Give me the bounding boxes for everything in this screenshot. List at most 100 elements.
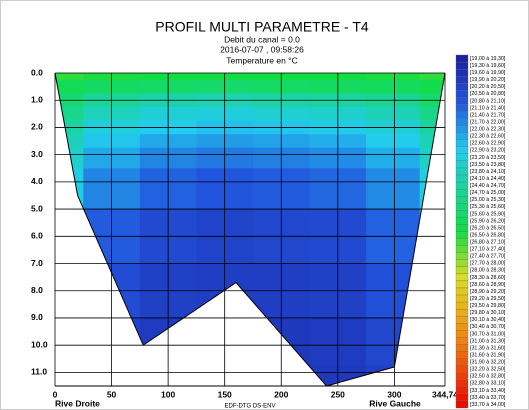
y-tick-label: 3.0	[31, 149, 43, 159]
legend-swatch	[455, 61, 469, 70]
legend-label: [33,10 à 33,40]	[470, 388, 506, 394]
legend-swatch	[455, 118, 469, 126]
legend-label: [30,70 à 31,00]	[470, 331, 506, 337]
legend-label: [21,70 à 22,00]	[470, 119, 506, 125]
y-tick-label: 9.0	[31, 312, 43, 322]
contour-cell	[366, 134, 421, 149]
contour-cell	[366, 79, 421, 94]
x-tick-label: 200	[274, 389, 288, 399]
contour-cell	[366, 73, 421, 81]
legend-label: [25,90 à 26,20]	[470, 218, 506, 224]
x-label-left: Rive Droite	[55, 398, 100, 408]
subtitle: Temperature en °C	[226, 55, 297, 65]
legend-label: [23,50 à 23,80]	[470, 162, 506, 168]
legend-label: [23,80 à 24,10]	[470, 169, 506, 175]
y-tick-label: 10.0	[31, 339, 48, 349]
legend-label: [20,20 à 20,50]	[470, 84, 506, 90]
legend-label: [29,20 à 29,50]	[470, 296, 506, 302]
legend-swatch	[455, 83, 469, 91]
legend-label: [31,00 à 31,30]	[470, 338, 506, 344]
legend-label: [19,60 à 19,90]	[470, 70, 506, 76]
legend-label: [28,90 à 29,20]	[470, 289, 506, 295]
legend-label: [27,10 à 27,40]	[470, 247, 506, 253]
contour-cell	[419, 79, 445, 94]
legend-label: [26,80 à 27,10]	[470, 239, 506, 245]
legend-label: [19,90 à 20,20]	[470, 77, 506, 83]
legend-label: [22,90 à 23,20]	[470, 148, 506, 154]
legend-label: [27,40 à 27,70]	[470, 254, 506, 260]
legend-label: [31,30 à 31,60]	[470, 345, 506, 351]
legend-swatch	[455, 280, 469, 289]
legend-swatch	[455, 68, 469, 77]
legend-swatch	[455, 386, 469, 395]
y-tick-label: 11.0	[31, 367, 47, 377]
y-tick-label: 8.0	[31, 285, 43, 295]
legend-swatch	[455, 351, 469, 359]
legend-swatch	[455, 344, 469, 352]
y-tick-label: 2.0	[31, 122, 43, 132]
chart-title: PROFIL MULTI PARAMETRE - T4	[155, 19, 369, 35]
contour-cell	[366, 168, 421, 210]
legend-label: [30,40 à 30,70]	[470, 324, 506, 330]
legend-swatch	[455, 153, 469, 162]
x-tick-label: 344,74	[432, 389, 458, 399]
legend-swatch	[455, 97, 469, 105]
legend-swatch	[455, 224, 469, 232]
contour-cell	[419, 73, 445, 81]
legend-label: [21,40 à 21,70]	[470, 112, 506, 118]
legend-label: [20,80 à 21,10]	[470, 98, 506, 104]
legend-swatch	[455, 287, 469, 296]
subtitle: 2016-07-07 , 09:58:26	[220, 44, 304, 54]
contour-cell	[55, 73, 84, 81]
legend-swatch	[455, 273, 469, 282]
legend-label: [29,50 à 29,80]	[470, 303, 506, 309]
legend-label: [22,60 à 22,90]	[470, 141, 506, 147]
legend-label: [32,50 à 32,80]	[470, 374, 506, 380]
legend-label: [22,00 à 22,30]	[470, 127, 506, 133]
y-tick-label: 1.0	[31, 94, 43, 104]
legend-swatch	[455, 238, 469, 246]
legend-swatch	[455, 196, 469, 204]
legend-swatch	[455, 181, 469, 190]
legend-swatch	[455, 372, 469, 380]
legend-swatch	[455, 231, 469, 239]
contour-cell	[366, 107, 421, 122]
x-tick-label: 300	[387, 389, 401, 399]
legend-label: [24,40 à 24,70]	[470, 183, 506, 189]
footer: EDF-DTG DS-ENV	[225, 404, 276, 410]
legend-swatch	[455, 54, 469, 63]
x-tick-label: 250	[331, 389, 345, 399]
legend-label: [25,60 à 25,90]	[470, 211, 506, 217]
y-tick-label: 6.0	[31, 231, 43, 241]
legend-swatch	[455, 245, 469, 253]
contour-cell	[366, 147, 421, 169]
legend-swatch	[455, 330, 469, 338]
legend-swatch	[455, 358, 469, 366]
legend-swatch	[455, 167, 469, 176]
legend-swatch	[455, 309, 469, 317]
legend-swatch	[455, 252, 469, 260]
x-tick-label: 50	[107, 389, 117, 399]
legend-swatch	[455, 125, 469, 133]
contour-cell	[55, 79, 84, 94]
legend-label: [33,70 à 34,00]	[470, 402, 506, 408]
legend-swatch	[455, 104, 469, 112]
legend-label: [20,50 à 20,80]	[470, 91, 506, 97]
legend-label: [31,90 à 32,20]	[470, 360, 506, 366]
y-tick-label: 4.0	[31, 176, 43, 186]
legend-label: [23,20 à 23,50]	[470, 155, 506, 161]
legend-swatch	[455, 188, 469, 197]
legend-label: [31,60 à 31,90]	[470, 352, 506, 358]
legend-swatch	[455, 160, 469, 169]
legend-label: [24,70 à 25,00]	[470, 190, 506, 196]
legend-swatch	[455, 337, 469, 345]
subtitle: Debit du canal = 0.0	[224, 34, 300, 44]
legend-label: [28,60 à 28,90]	[470, 282, 506, 288]
legend-swatch	[455, 111, 469, 119]
legend-label: [25,00 à 25,30]	[470, 197, 506, 203]
legend-label: [32,80 à 33,10]	[470, 381, 506, 387]
legend-swatch	[455, 210, 469, 218]
legend-swatch	[455, 294, 469, 303]
legend-label: [26,50 à 26,80]	[470, 232, 506, 238]
legend-label: [24,10 à 24,40]	[470, 176, 506, 182]
